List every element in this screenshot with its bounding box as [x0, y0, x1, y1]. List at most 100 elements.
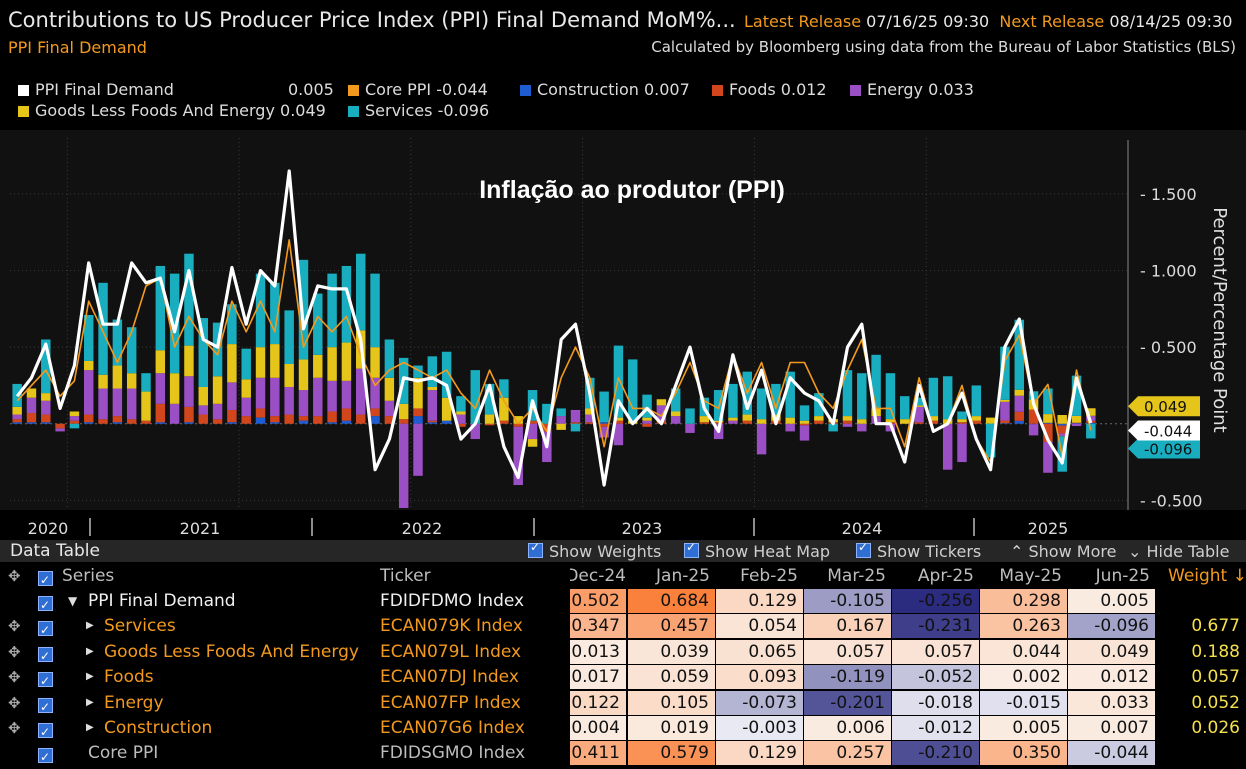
col-header-may-25[interactable]: May-25	[999, 566, 1062, 586]
col-header-feb-25[interactable]: Feb-25	[740, 566, 798, 586]
show-heat-map-toggle[interactable]: Show Heat Map	[684, 540, 830, 561]
row-checkbox[interactable]	[38, 745, 59, 769]
expand-triangle-icon[interactable]: ▶	[86, 620, 94, 632]
legend-item-construction[interactable]: Construction 0.007	[520, 80, 690, 99]
chart-header: Contributions to US Producer Price Index…	[0, 0, 1246, 130]
row-ticker: ECAN07G6 Index	[380, 718, 525, 738]
row-checkbox[interactable]	[38, 720, 59, 744]
table-row[interactable]: ✥ ▶ Goods Less Foods And Energy ECAN079L In…	[0, 639, 1246, 668]
col-header-dec-24[interactable]: Dec-24	[570, 566, 626, 586]
row-value-cell: 0.129	[716, 741, 803, 766]
select-all-checkbox[interactable]	[38, 568, 59, 592]
y-axis-label: Percent/Percentage Point	[1209, 207, 1230, 432]
hide-table-button[interactable]: ⌄ Hide Table	[1128, 542, 1229, 561]
move-icon[interactable]: ✥	[8, 719, 21, 737]
legend-swatch	[712, 85, 723, 96]
bar-segment-services	[198, 318, 208, 387]
bar-segment-services	[771, 383, 781, 415]
bar-segment-foods	[413, 408, 423, 417]
bar-segment-services	[169, 273, 180, 374]
row-weight: 0.057	[1191, 667, 1240, 688]
bar-segment-services	[112, 319, 123, 366]
bar-segment-foods	[499, 420, 509, 424]
chart-area: - 1.500 - 1.000 - 0.500 - -0.500 0.049 -0.096…	[0, 130, 1246, 538]
table-row[interactable]: ✥ ▶ Foods ECAN07DJ Index 0.0170.0590.093-0.1…	[0, 665, 1246, 693]
bar-segment-goods-less-foods-and-energy	[957, 419, 967, 423]
legend-item-ppi-final-demand[interactable]: PPI Final Demand 0.005	[18, 80, 334, 99]
move-icon[interactable]: ✥	[8, 668, 21, 687]
expand-triangle-icon[interactable]: ▶	[86, 722, 94, 733]
bar-segment-services	[255, 273, 266, 348]
expand-triangle-icon[interactable]: ▶	[86, 696, 94, 708]
bar-segment-foods	[542, 423, 552, 432]
move-icon[interactable]: ✥	[8, 642, 21, 661]
bar-segment-foods	[570, 422, 581, 424]
last-value-flag-text: -0.044	[1144, 422, 1192, 440]
bar-segment-goods-less-foods-and-energy	[98, 374, 108, 389]
contributions-chart[interactable]: - 1.500 - 1.000 - 0.500 - -0.500 0.049 -0.096…	[0, 130, 1246, 538]
bar-segment-energy	[527, 423, 538, 440]
bar-segment-goods-less-foods-and-energy	[12, 406, 22, 415]
col-header-mar-25[interactable]: Mar-25	[827, 566, 886, 586]
expand-triangle-icon[interactable]: ▶	[86, 645, 94, 657]
bar-segment-energy	[12, 414, 22, 420]
series-line-ppi-final-demand	[15, 169, 1093, 487]
x-tick-label: 2023	[622, 519, 663, 538]
bar-segment-foods	[313, 416, 323, 424]
bar-segment-goods-less-foods-and-energy	[227, 344, 237, 383]
legend-item-services[interactable]: Services -0.096	[348, 101, 489, 120]
table-row[interactable]: Core PPI FDIDSGMO Index 0.4110.5790.1290.2…	[0, 741, 1246, 769]
row-value-cell: 0.167	[804, 614, 891, 639]
bar-segment-services	[857, 373, 867, 420]
bar-segment-services	[499, 379, 509, 398]
row-checkbox[interactable]	[38, 618, 59, 642]
legend-item-core-ppi[interactable]: Core PPI -0.044	[348, 80, 488, 99]
move-icon[interactable]: ✥	[8, 567, 21, 585]
move-icon[interactable]: ✥	[8, 617, 21, 636]
bar-segment-foods	[55, 423, 65, 429]
row-checkbox[interactable]	[38, 593, 59, 617]
col-header-weight[interactable]: Weight ↓	[1168, 566, 1246, 586]
show-weights-toggle[interactable]: Show Weights	[528, 540, 662, 561]
row-value-cell: -0.018	[892, 690, 979, 715]
legend-item-foods[interactable]: Foods 0.012	[712, 80, 827, 99]
table-row[interactable]: ▼ PPI Final Demand FDIDFDMO Index 0.5020.68…	[0, 589, 1246, 617]
button-label: Show Weights	[549, 542, 662, 561]
legend-item-goods-less-foods-energy[interactable]: Goods Less Foods And Energy 0.049	[18, 101, 326, 120]
row-checkbox[interactable]	[38, 669, 59, 693]
bar-segment-energy	[313, 377, 323, 417]
show-more-button[interactable]: ⌃ Show More	[1010, 542, 1116, 561]
bar-segment-energy	[642, 420, 652, 424]
col-header-jan-25[interactable]: Jan-25	[656, 566, 710, 586]
row-value-cell: -0.096	[1068, 614, 1155, 639]
legend-item-energy[interactable]: Energy 0.033	[850, 80, 974, 99]
bar-segment-goods-less-foods-and-energy	[169, 373, 180, 404]
row-weight: 0.677	[1191, 616, 1240, 637]
bar-segment-services	[484, 383, 495, 415]
bar-segment-goods-less-foods-and-energy	[785, 417, 795, 424]
bar-segment-services	[227, 304, 237, 345]
row-value-cell: -0.119	[804, 665, 891, 690]
row-checkbox[interactable]	[38, 695, 59, 719]
legend-swatch	[18, 85, 29, 96]
col-header-ticker[interactable]: Ticker	[380, 566, 431, 586]
expand-triangle-icon[interactable]: ▶	[86, 671, 94, 683]
bar-segment-services	[1043, 388, 1053, 415]
row-checkbox[interactable]	[38, 644, 59, 668]
bar-segment-goods-less-foods-and-energy	[456, 411, 466, 415]
col-header-apr-25[interactable]: Apr-25	[917, 566, 974, 586]
bar-segment-goods-less-foods-and-energy	[441, 397, 452, 421]
latest-release-label: Latest Release	[744, 12, 862, 31]
move-icon[interactable]: ✥	[8, 693, 21, 712]
release-info: Latest Release 07/16/25 09:30 Next Relea…	[744, 12, 1232, 31]
col-header-jun-25[interactable]: Jun-25	[1095, 566, 1150, 586]
bar-segment-services	[470, 370, 480, 424]
col-header-series[interactable]: Series	[62, 566, 115, 586]
show-tickers-toggle[interactable]: Show Tickers	[856, 540, 981, 561]
collapse-triangle-icon[interactable]: ▼	[68, 594, 78, 608]
bar-segment-energy	[685, 423, 695, 433]
bar-segment-construction	[341, 420, 352, 424]
